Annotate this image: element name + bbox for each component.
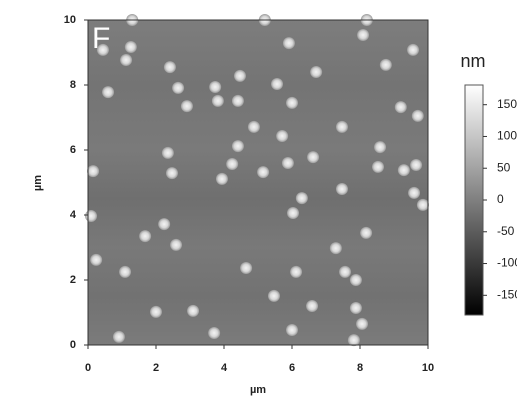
y-tick-label: 6 bbox=[70, 144, 76, 156]
particle bbox=[96, 43, 109, 56]
plot-frame bbox=[87, 19, 429, 346]
particle bbox=[397, 164, 410, 177]
particle bbox=[211, 94, 224, 107]
particle bbox=[139, 230, 152, 243]
particle bbox=[310, 66, 323, 78]
particle bbox=[411, 109, 424, 122]
particle bbox=[158, 218, 171, 231]
particle bbox=[85, 209, 98, 222]
particle bbox=[163, 61, 176, 74]
particle bbox=[329, 242, 342, 255]
particle bbox=[180, 100, 193, 113]
x-axis-label: µm bbox=[250, 384, 266, 396]
particle bbox=[87, 165, 100, 178]
particle bbox=[161, 146, 174, 159]
particle bbox=[226, 157, 239, 170]
particle bbox=[360, 226, 373, 239]
particle bbox=[347, 334, 360, 347]
particle bbox=[339, 265, 352, 278]
y-tick-label: 2 bbox=[70, 274, 76, 286]
particle bbox=[379, 58, 392, 71]
particle bbox=[102, 86, 115, 99]
particle bbox=[335, 183, 348, 195]
particle bbox=[349, 274, 362, 286]
particle bbox=[271, 78, 284, 91]
particle bbox=[335, 120, 348, 133]
colorbar bbox=[464, 84, 484, 316]
x-tick-label: 0 bbox=[85, 362, 91, 374]
x-tick-label: 6 bbox=[289, 362, 295, 374]
particle bbox=[233, 69, 246, 82]
colorbar-title: nm bbox=[460, 51, 485, 71]
particle bbox=[209, 80, 222, 93]
colorbar-tick-label: -100 bbox=[497, 256, 517, 270]
y-tick-label: 4 bbox=[70, 209, 77, 221]
particle bbox=[90, 253, 103, 266]
particle bbox=[374, 141, 387, 154]
particle bbox=[150, 305, 162, 318]
particle bbox=[408, 186, 421, 199]
particle bbox=[410, 158, 423, 171]
particle bbox=[372, 160, 385, 173]
particle bbox=[240, 261, 253, 274]
particle bbox=[282, 37, 295, 50]
particle bbox=[306, 300, 319, 312]
particle bbox=[170, 238, 183, 251]
colorbar-tick-label: 150 bbox=[497, 97, 517, 111]
particle bbox=[231, 140, 244, 153]
particle bbox=[416, 198, 429, 211]
particle bbox=[165, 167, 178, 180]
x-tick-label: 10 bbox=[422, 362, 434, 374]
particle bbox=[120, 53, 133, 66]
y-tick-label: 10 bbox=[64, 14, 76, 26]
particle bbox=[257, 166, 270, 179]
particle bbox=[286, 324, 298, 337]
particle bbox=[407, 43, 420, 56]
particle bbox=[287, 207, 300, 220]
particle bbox=[267, 289, 280, 302]
particle bbox=[124, 40, 137, 53]
particle bbox=[276, 130, 289, 143]
colorbar-tick-label: -50 bbox=[497, 224, 515, 238]
particle bbox=[172, 81, 185, 94]
particle bbox=[307, 151, 320, 164]
x-tick-label: 2 bbox=[153, 362, 159, 374]
x-tick-label: 8 bbox=[357, 362, 363, 374]
particle bbox=[357, 28, 370, 41]
y-tick-label: 0 bbox=[70, 339, 76, 351]
particle bbox=[349, 301, 362, 314]
y-axis-label: µm bbox=[32, 175, 44, 191]
particle bbox=[215, 172, 228, 185]
particle bbox=[119, 265, 132, 278]
particle bbox=[208, 326, 221, 339]
image-background bbox=[88, 20, 428, 345]
x-tick-label: 4 bbox=[221, 362, 228, 374]
particle bbox=[295, 192, 308, 205]
particle bbox=[290, 265, 303, 278]
particle bbox=[394, 101, 407, 114]
particle bbox=[187, 304, 200, 317]
particle bbox=[281, 157, 294, 169]
y-tick-label: 8 bbox=[70, 79, 76, 91]
colorbar-tick-label: 50 bbox=[497, 160, 511, 174]
particle bbox=[356, 317, 369, 330]
colorbar-tick-label: 0 bbox=[497, 192, 504, 206]
colorbar-tick-label: 100 bbox=[497, 129, 517, 143]
particle bbox=[231, 94, 244, 107]
colorbar-tick-label: -150 bbox=[497, 287, 517, 301]
particle bbox=[247, 120, 260, 133]
particle bbox=[112, 330, 125, 343]
particle bbox=[286, 96, 298, 109]
